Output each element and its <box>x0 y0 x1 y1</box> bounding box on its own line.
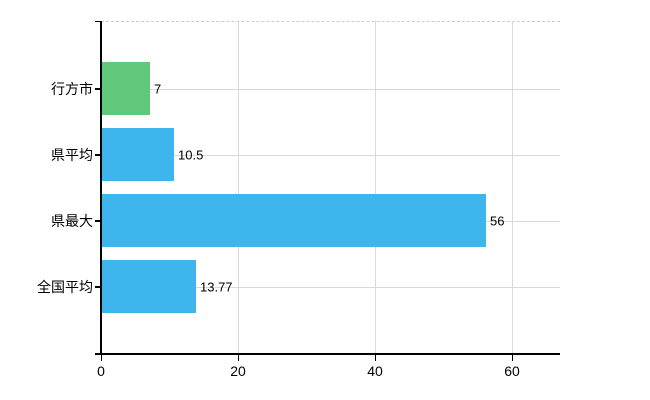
y-axis-tick <box>95 286 101 288</box>
x-axis-tick-label: 0 <box>97 363 105 379</box>
y-axis-tick <box>95 220 101 222</box>
category-gridline <box>101 88 560 90</box>
plot-top-border <box>101 21 560 22</box>
y-axis-top-tick <box>95 20 101 22</box>
bar-value-label: 7 <box>154 81 162 96</box>
category-gridline <box>101 154 560 156</box>
bar-value-label: 13.77 <box>200 279 233 294</box>
vertical-gridline <box>375 21 377 354</box>
category-label: 全国平均 <box>37 278 93 295</box>
bar-value-label: 56 <box>490 213 505 228</box>
vertical-gridline <box>238 21 239 354</box>
y-axis-tick <box>95 88 101 90</box>
category-label: 県最大 <box>51 212 93 229</box>
y-axis-line <box>100 21 102 354</box>
category-gridline <box>101 286 560 288</box>
category-label: 県平均 <box>51 146 93 163</box>
y-axis-tick <box>95 154 101 156</box>
x-axis-tick <box>374 355 377 361</box>
x-axis-tick <box>511 355 514 361</box>
x-axis-line <box>95 353 560 355</box>
bar <box>102 62 150 115</box>
x-axis-tick <box>100 355 102 361</box>
x-axis-tick <box>237 355 239 361</box>
vertical-gridline <box>512 21 514 354</box>
bar-value-label: 10.5 <box>178 147 204 162</box>
bar <box>102 260 196 313</box>
x-axis-tick-label: 20 <box>230 363 246 379</box>
bar <box>102 194 486 247</box>
category-label: 行方市 <box>51 80 93 97</box>
x-axis-tick-label: 60 <box>504 363 520 379</box>
bar <box>102 128 174 181</box>
x-axis-tick-label: 40 <box>367 363 383 379</box>
